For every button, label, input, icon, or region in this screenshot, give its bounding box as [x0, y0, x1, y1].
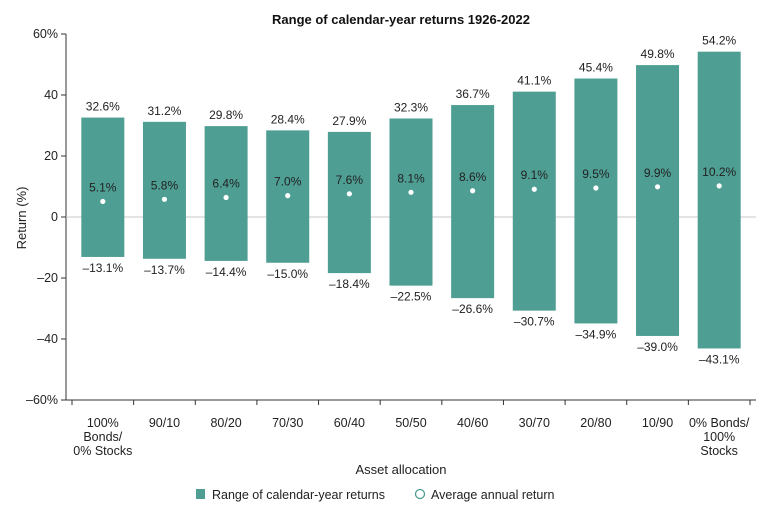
y-tick-label: 60%: [33, 27, 58, 41]
high-label: 54.2%: [702, 34, 736, 48]
y-axis: 60% 40 20 0 –20 –40 –60%: [26, 27, 67, 407]
legend-label-average: Average annual return: [431, 488, 555, 502]
high-label: 49.8%: [641, 47, 675, 61]
x-tick-label: 60/40: [334, 416, 365, 430]
range-bar: [697, 51, 741, 349]
average-marker: [161, 196, 168, 202]
range-bar: [389, 118, 433, 286]
average-label: 10.2%: [702, 165, 736, 179]
low-label: –18.4%: [329, 277, 370, 291]
legend: Range of calendar-year returns Average a…: [196, 488, 555, 502]
range-bar: [574, 78, 618, 324]
low-label: –39.0%: [637, 340, 678, 354]
average-markers: [100, 183, 722, 205]
high-label: 41.1%: [517, 74, 551, 88]
data-labels: 32.6% –13.1% 5.1% 31.2% –13.7% 5.8% 29.8% –14.4…: [82, 34, 739, 367]
average-marker: [470, 188, 476, 194]
high-label: 32.3%: [394, 100, 428, 114]
range-bar: [204, 126, 248, 261]
x-tick-label: 30/70: [519, 416, 550, 430]
x-tick-label: 90/10: [149, 416, 180, 430]
x-tick-label: 20/80: [580, 416, 611, 430]
y-tick-label: 20: [44, 149, 58, 163]
high-label: 28.4%: [271, 112, 305, 126]
average-marker: [223, 194, 229, 201]
high-label: 45.4%: [579, 61, 613, 75]
average-label: 8.1%: [397, 171, 425, 185]
low-label: –22.5%: [391, 290, 432, 304]
range-bar: [451, 105, 495, 299]
low-label: –14.4%: [206, 265, 247, 279]
x-tick-label: Bonds/: [83, 430, 122, 444]
y-tick-label: 0: [51, 210, 58, 224]
high-label: 27.9%: [332, 114, 366, 128]
y-tick-label: –20: [37, 271, 58, 285]
average-label: 7.6%: [336, 173, 364, 187]
y-tick-label: –40: [37, 332, 58, 346]
average-label: 5.8%: [151, 178, 179, 192]
average-label: 9.1%: [521, 168, 549, 182]
high-label: 31.2%: [147, 104, 181, 118]
x-tick-label: 10/90: [642, 416, 673, 430]
low-label: –15.0%: [267, 267, 308, 281]
range-bar: [142, 121, 186, 259]
average-marker: [285, 193, 291, 199]
average-label: 7.0%: [274, 175, 302, 189]
high-label: 36.7%: [456, 87, 490, 101]
low-label: –43.1%: [699, 352, 740, 366]
average-label: 9.5%: [582, 167, 610, 181]
y-tick-label: 40: [44, 88, 58, 102]
x-tick-label: 100%: [703, 430, 735, 444]
average-marker: [408, 189, 414, 195]
average-marker: [593, 185, 599, 191]
range-bar: [81, 117, 125, 257]
chart-title: Range of calendar-year returns 1926-2022: [272, 12, 530, 27]
range-bars: [81, 51, 741, 349]
average-label: 9.9%: [644, 166, 672, 180]
average-label: 5.1%: [89, 180, 117, 194]
x-axis-title: Asset allocation: [355, 462, 446, 477]
x-tick-label: 0% Bonds/: [689, 416, 750, 430]
x-tick-label: 50/50: [395, 416, 426, 430]
average-marker: [531, 186, 537, 192]
range-bar: [327, 131, 371, 274]
legend-marker-average: [414, 488, 426, 500]
legend-label-range: Range of calendar-year returns: [212, 488, 385, 502]
average-label: 6.4%: [212, 176, 240, 190]
y-tick-label: –60%: [26, 393, 58, 407]
average-label: 8.6%: [459, 170, 487, 184]
range-bar: [512, 91, 556, 311]
low-label: –26.6%: [452, 302, 493, 316]
x-tick-label: 100%: [87, 416, 119, 430]
average-marker: [654, 184, 661, 190]
x-tick-label: 0% Stocks: [73, 444, 132, 458]
y-axis-title: Return (%): [14, 187, 29, 250]
x-tick-label: 70/30: [272, 416, 303, 430]
low-label: –34.9%: [576, 327, 617, 341]
legend-swatch-range: [196, 489, 205, 499]
x-tick-label: 40/60: [457, 416, 488, 430]
low-label: –13.1%: [82, 261, 123, 275]
range-bar: [636, 65, 680, 336]
x-tick-label: Stocks: [700, 444, 738, 458]
average-marker: [100, 198, 106, 205]
low-label: –30.7%: [514, 315, 555, 329]
average-marker: [716, 183, 722, 189]
x-tick-label: 80/20: [210, 416, 241, 430]
high-label: 32.6%: [86, 100, 120, 114]
average-marker: [346, 191, 352, 197]
low-label: –13.7%: [144, 263, 185, 277]
high-label: 29.8%: [209, 108, 243, 122]
